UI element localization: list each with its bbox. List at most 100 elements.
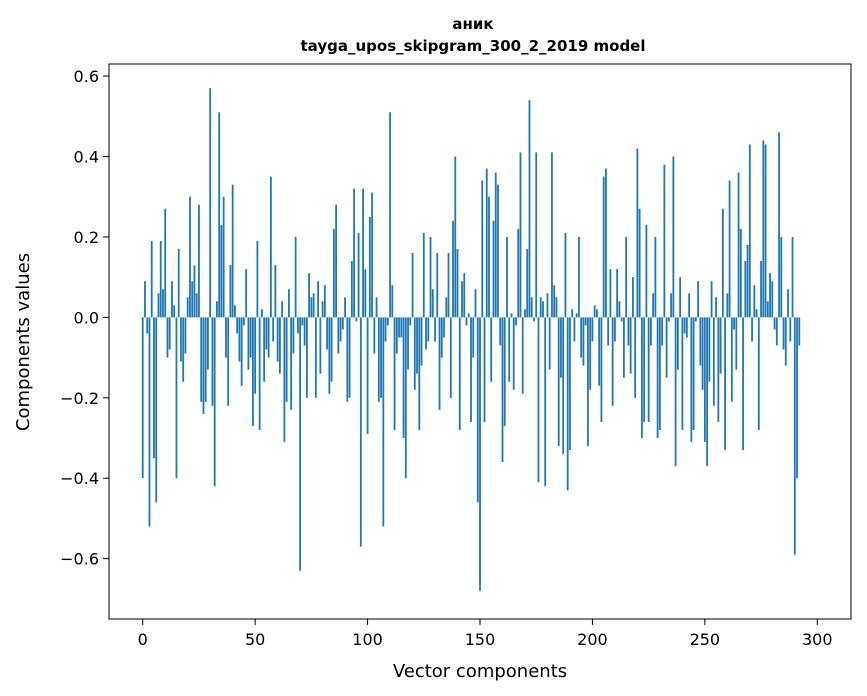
bar-94 <box>353 188 355 318</box>
bar-286 <box>784 317 787 366</box>
bar-150 <box>479 317 481 591</box>
bar-39 <box>229 265 232 318</box>
bar-218 <box>632 277 634 318</box>
bar-187 <box>562 317 565 455</box>
bar-266 <box>739 228 742 318</box>
bar-135 <box>445 297 448 318</box>
bar-274 <box>757 317 760 430</box>
bar-243 <box>688 293 691 318</box>
bar-100 <box>366 317 369 434</box>
bar-262 <box>730 317 733 402</box>
bar-33 <box>216 301 218 318</box>
bar-71 <box>301 317 304 326</box>
bar-86 <box>335 204 337 318</box>
bar-138 <box>452 220 454 318</box>
bar-193 <box>575 313 578 318</box>
bar-253 <box>710 281 713 318</box>
bar-77 <box>314 317 317 398</box>
bar-194 <box>578 236 580 318</box>
bar-216 <box>627 317 630 346</box>
bar-232 <box>663 164 666 318</box>
bar-206 <box>605 168 607 318</box>
bar-120 <box>411 253 414 318</box>
bar-67 <box>292 317 295 354</box>
bar-20 <box>186 297 189 318</box>
bar-98 <box>362 188 364 318</box>
bar-160 <box>501 317 504 463</box>
bar-252 <box>708 317 711 382</box>
bar-237 <box>674 317 677 467</box>
bar-271 <box>751 317 753 342</box>
x-tick-label: 250 <box>690 630 721 649</box>
bar-18 <box>182 317 185 382</box>
bar-161 <box>503 317 506 426</box>
bar-91 <box>346 317 349 402</box>
bar-45 <box>243 317 245 326</box>
bar-186 <box>560 317 562 378</box>
bar-6 <box>155 317 158 503</box>
bar-104 <box>375 297 378 318</box>
bar-88 <box>339 317 342 342</box>
bar-246 <box>694 317 697 322</box>
bar-10 <box>164 208 167 318</box>
bar-162 <box>506 236 508 318</box>
bar-244 <box>690 317 693 443</box>
bar-41 <box>234 305 236 318</box>
bar-171 <box>526 249 529 318</box>
bar-209 <box>611 317 614 406</box>
bar-175 <box>535 152 538 318</box>
bar-7 <box>157 293 160 318</box>
bar-191 <box>571 309 574 318</box>
bar-2 <box>146 317 149 334</box>
bar-63 <box>283 317 286 443</box>
y-tick-label: −0.4 <box>60 469 99 488</box>
bar-127 <box>427 317 430 342</box>
bar-192 <box>573 317 576 342</box>
bar-34 <box>218 112 221 318</box>
bar-247 <box>697 281 699 318</box>
bar-19 <box>184 317 187 354</box>
bar-144 <box>465 317 468 326</box>
bar-145 <box>467 313 470 318</box>
bar-240 <box>681 317 684 430</box>
bar-40 <box>231 184 234 318</box>
bar-234 <box>667 317 670 322</box>
bar-48 <box>249 317 252 358</box>
bar-112 <box>393 317 396 430</box>
y-tick-label: −0.2 <box>60 389 99 408</box>
bar-291 <box>796 317 798 479</box>
bar-225 <box>647 317 650 422</box>
bar-4 <box>150 240 153 318</box>
bar-16 <box>177 249 180 318</box>
bar-281 <box>773 317 776 330</box>
bar-1 <box>144 281 146 318</box>
bar-256 <box>717 317 720 422</box>
bar-38 <box>227 317 230 406</box>
bar-275 <box>760 261 762 318</box>
bar-74 <box>308 273 311 318</box>
bar-204 <box>600 317 603 422</box>
bar-203 <box>598 317 601 386</box>
bar-56 <box>267 317 270 358</box>
bar-173 <box>530 297 533 318</box>
bar-166 <box>515 317 517 326</box>
bar-79 <box>319 317 322 374</box>
bar-62 <box>281 301 284 318</box>
bar-197 <box>584 317 587 326</box>
bar-235 <box>670 293 673 318</box>
bar-136 <box>447 253 450 318</box>
bar-129 <box>431 289 434 318</box>
bar-25 <box>198 204 200 318</box>
bar-290 <box>793 317 796 555</box>
bar-83 <box>328 317 331 394</box>
bar-47 <box>247 317 250 370</box>
bar-198 <box>587 317 589 447</box>
y-tick-label: 0.0 <box>74 308 99 327</box>
bar-26 <box>200 317 203 402</box>
bar-113 <box>395 317 398 354</box>
bar-37 <box>225 317 227 358</box>
bar-90 <box>344 297 346 318</box>
bar-259 <box>724 317 726 451</box>
bar-229 <box>656 317 659 439</box>
bar-258 <box>721 208 724 318</box>
